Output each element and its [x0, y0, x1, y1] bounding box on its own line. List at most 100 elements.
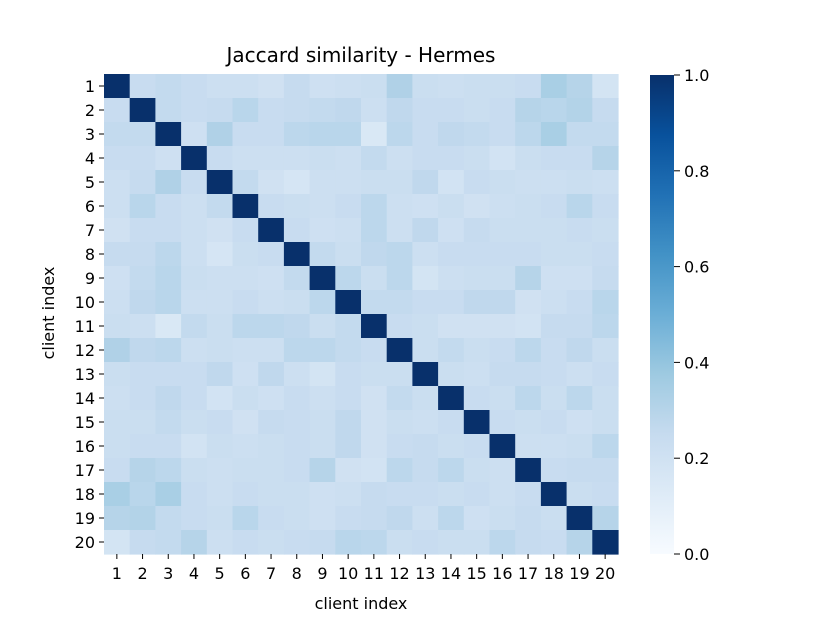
heatmap-cell	[283, 410, 311, 435]
heatmap-cell	[438, 290, 465, 315]
heatmap-cell	[592, 482, 619, 507]
x-tick-label: 6	[240, 564, 250, 583]
heatmap-cell	[155, 386, 182, 411]
y-tick-label: 12	[75, 341, 95, 360]
heatmap-cell	[181, 434, 208, 459]
heatmap-cell	[438, 338, 465, 363]
heatmap-cell	[181, 194, 208, 219]
heatmap-cell	[129, 482, 156, 507]
heatmap-cell	[515, 386, 542, 411]
heatmap-cell	[309, 74, 336, 99]
heatmap-cell	[438, 506, 465, 531]
heatmap-cell	[283, 362, 311, 387]
x-tick-label: 9	[317, 564, 327, 583]
heatmap-cell	[335, 386, 362, 411]
heatmap-cell	[283, 242, 311, 267]
heatmap-cell	[489, 410, 516, 435]
heatmap-cell	[181, 362, 208, 387]
x-tick-label: 20	[595, 564, 615, 583]
heatmap-cell	[206, 146, 234, 171]
colorbar-tick-label: 0.6	[684, 258, 709, 277]
heatmap-cell	[258, 290, 285, 315]
heatmap-cell	[463, 362, 491, 387]
heatmap-cell	[412, 266, 439, 291]
heatmap-cell	[104, 506, 131, 531]
heatmap-cell	[232, 74, 259, 99]
heatmap-cell	[592, 194, 619, 219]
x-tick-label: 8	[292, 564, 302, 583]
x-tick-label: 17	[518, 564, 538, 583]
heatmap-cell	[592, 98, 619, 123]
heatmap-cell	[232, 434, 259, 459]
heatmap-cell	[232, 362, 259, 387]
heatmap-cell	[438, 434, 465, 459]
heatmap-cell	[155, 434, 182, 459]
heatmap-cell	[283, 386, 311, 411]
x-tick-label: 15	[466, 564, 486, 583]
heatmap-cell	[283, 146, 311, 171]
chart-title: Jaccard similarity - Hermes	[225, 43, 496, 67]
heatmap-cell	[232, 170, 259, 195]
heatmap-cell	[361, 74, 388, 99]
heatmap-cell	[540, 242, 568, 267]
heatmap-cell	[129, 290, 156, 315]
heatmap-cell	[283, 266, 311, 291]
heatmap-cell	[258, 506, 285, 531]
heatmap-cell	[566, 74, 593, 99]
heatmap-cell	[540, 170, 568, 195]
heatmap-cell	[515, 74, 542, 99]
heatmap-cell	[515, 482, 542, 507]
heatmap-cell	[335, 338, 362, 363]
heatmap-cell	[540, 434, 568, 459]
y-tick-label: 6	[85, 197, 95, 216]
heatmap-cell	[129, 242, 156, 267]
heatmap-cell	[361, 242, 388, 267]
heatmap-cell	[283, 290, 311, 315]
heatmap-cell	[155, 146, 182, 171]
heatmap-cell	[489, 362, 516, 387]
heatmap-cell	[463, 506, 491, 531]
x-tick-label: 12	[389, 564, 409, 583]
heatmap-cell	[361, 266, 388, 291]
heatmap-cell	[206, 434, 234, 459]
heatmap-cell	[386, 146, 413, 171]
x-tick-label: 4	[189, 564, 199, 583]
heatmap-cell	[463, 266, 491, 291]
heatmap-cell	[592, 362, 619, 387]
heatmap-cell	[232, 218, 259, 243]
heatmap-cell	[463, 218, 491, 243]
heatmap-cell	[463, 458, 491, 483]
heatmap-cell	[335, 74, 362, 99]
heatmap-cell	[335, 266, 362, 291]
heatmap-cell	[540, 290, 568, 315]
y-tick-label: 19	[75, 509, 95, 528]
heatmap-cell	[258, 74, 285, 99]
heatmap-cell	[335, 434, 362, 459]
x-tick-label: 10	[338, 564, 358, 583]
heatmap-cell	[155, 170, 182, 195]
heatmap-cell	[335, 314, 362, 339]
heatmap-cell	[489, 98, 516, 123]
heatmap-cell	[592, 266, 619, 291]
heatmap-cell	[412, 122, 439, 147]
heatmap-cell	[386, 506, 413, 531]
heatmap-cell	[129, 458, 156, 483]
heatmap-cell	[386, 242, 413, 267]
heatmap-cell	[592, 338, 619, 363]
heatmap-cell	[232, 482, 259, 507]
heatmap-cell	[104, 410, 131, 435]
heatmap-cell	[258, 218, 285, 243]
heatmap-cell	[129, 122, 156, 147]
heatmap-cell	[412, 74, 439, 99]
heatmap-cell	[232, 122, 259, 147]
heatmap-cell	[540, 458, 568, 483]
heatmap-cell	[412, 362, 439, 387]
heatmap-cell	[206, 266, 234, 291]
heatmap-cell	[104, 530, 131, 555]
heatmap-cell	[283, 218, 311, 243]
heatmap-cell	[283, 482, 311, 507]
heatmap-cell	[335, 530, 362, 555]
heatmap-cell	[463, 170, 491, 195]
heatmap-cell	[566, 338, 593, 363]
heatmap-cell	[206, 170, 234, 195]
